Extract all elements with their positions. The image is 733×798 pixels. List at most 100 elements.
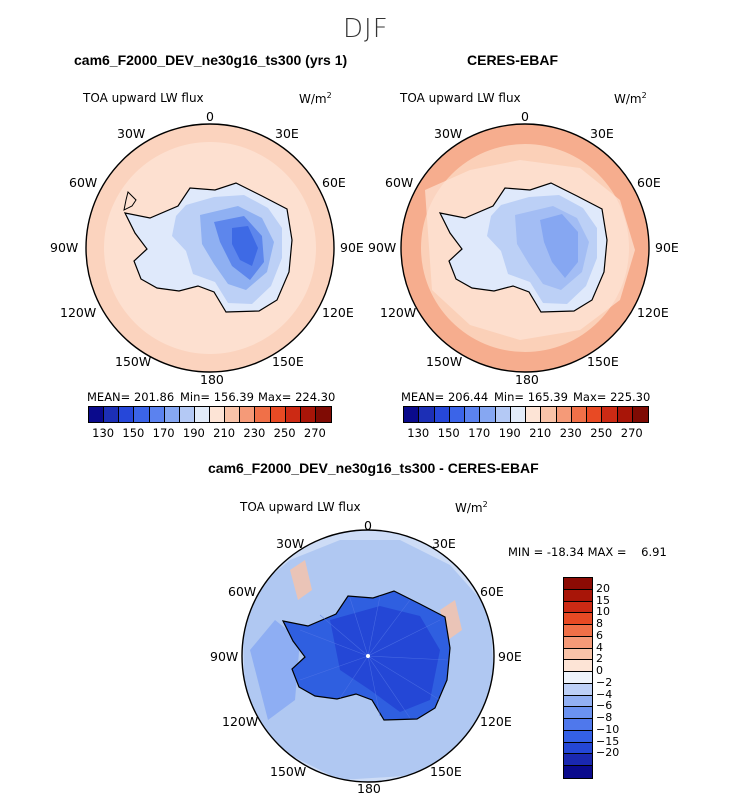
panel3-minmax: MIN = -18.34 MAX = 6.91 xyxy=(508,545,667,559)
colorbar-swatch xyxy=(564,613,592,625)
colorbar-swatch xyxy=(194,407,210,422)
panel1-lon-60e: 60E xyxy=(322,175,346,190)
colorbar-swatch xyxy=(495,407,511,422)
colorbar-swatch xyxy=(541,407,557,422)
panel1-lon-30w: 30W xyxy=(117,126,146,141)
panel2-max: Max= 225.30 xyxy=(573,390,651,404)
panel2-var-label: TOA upward LW flux xyxy=(400,91,521,105)
colorbar-tick-label: 2 xyxy=(596,652,603,666)
colorbar-tick-label: 190 xyxy=(498,426,521,440)
panel2-lon-90e: 90E xyxy=(655,240,679,255)
colorbar-swatch xyxy=(564,589,592,602)
colorbar-swatch xyxy=(587,407,603,422)
colorbar-tick-label: −15 xyxy=(596,734,620,748)
colorbar-swatch xyxy=(119,407,135,422)
colorbar-swatch xyxy=(434,407,450,422)
colorbar-tick-label: 130 xyxy=(407,426,430,440)
panel3-lon-150w: 150W xyxy=(270,764,307,779)
panel3-antarctica xyxy=(281,590,451,721)
colorbar-swatch xyxy=(404,407,420,422)
colorbar-swatch xyxy=(564,695,592,708)
colorbar-swatch xyxy=(255,407,271,422)
colorbar-swatch xyxy=(564,766,592,778)
panel3-ocean xyxy=(242,530,494,782)
colorbar-swatch xyxy=(449,407,465,422)
colorbar-swatch xyxy=(240,407,256,422)
panel1-lon-90e: 90E xyxy=(340,240,364,255)
panel1-ocean xyxy=(86,124,334,372)
colorbar-tick-label: 170 xyxy=(152,426,175,440)
panel3-lon-60w: 60W xyxy=(228,584,257,599)
colorbar-tick-label: 210 xyxy=(529,426,552,440)
panel3-colorbar xyxy=(563,577,593,779)
panel1-mean: MEAN= 201.86 xyxy=(87,390,175,404)
colorbar-tick-label: 250 xyxy=(590,426,613,440)
panel2-min: Min= 165.39 xyxy=(494,390,568,404)
panel3-lon-120w: 120W xyxy=(222,714,259,729)
colorbar-tick-label: 230 xyxy=(559,426,582,440)
colorbar-tick-label: 210 xyxy=(213,426,236,440)
figure-title: DJF xyxy=(343,14,389,44)
panel2-rim xyxy=(401,124,649,372)
panel2-lon-30w: 30W xyxy=(434,126,463,141)
panel2-lon-120e: 120E xyxy=(637,305,669,320)
colorbar-swatch xyxy=(564,636,592,649)
colorbar-swatch xyxy=(285,407,301,422)
colorbar-swatch xyxy=(564,601,592,614)
colorbar-swatch xyxy=(617,407,633,422)
colorbar-tick-label: 170 xyxy=(468,426,491,440)
panel3-lon-30e: 30E xyxy=(432,536,456,551)
panel3-lon-60e: 60E xyxy=(480,584,504,599)
panel1-title: cam6_F2000_DEV_ne30g16_ts300 (yrs 1) xyxy=(74,52,348,68)
colorbar-tick-label: 15 xyxy=(596,593,610,607)
colorbar-swatch xyxy=(270,407,286,422)
panel2-lon-0: 0 xyxy=(521,109,529,124)
panel1-lon-30e: 30E xyxy=(275,126,299,141)
colorbar-swatch xyxy=(564,730,592,743)
colorbar-swatch xyxy=(465,407,481,422)
panel1-lon-120w: 120W xyxy=(60,305,97,320)
colorbar-swatch xyxy=(564,742,592,755)
panel2-lon-150w: 150W xyxy=(426,354,463,369)
colorbar-tick-label: 270 xyxy=(620,426,643,440)
panel2-lon-60w: 60W xyxy=(385,175,414,190)
colorbar-swatch xyxy=(564,578,592,590)
colorbar-tick-label: 150 xyxy=(437,426,460,440)
colorbar-swatch xyxy=(564,660,592,672)
colorbar-swatch xyxy=(556,407,572,422)
colorbar-tick-label: 10 xyxy=(596,605,610,619)
panel1-var-label: TOA upward LW flux xyxy=(83,91,204,105)
panel2-lon-90w: 90W xyxy=(368,240,397,255)
colorbar-tick-label: −2 xyxy=(596,675,613,689)
colorbar-swatch xyxy=(149,407,165,422)
panel3-lon-90e: 90E xyxy=(498,649,522,664)
colorbar-tick-label: 8 xyxy=(596,617,603,631)
colorbar-tick-label: 0 xyxy=(596,664,603,678)
colorbar-swatch xyxy=(564,754,592,766)
panel2-mean: MEAN= 206.44 xyxy=(401,390,489,404)
colorbar-swatch xyxy=(564,683,592,696)
panel3-lon-180: 180 xyxy=(357,781,381,796)
colorbar-swatch xyxy=(480,407,496,422)
colorbar-tick-label: 250 xyxy=(273,426,296,440)
colorbar-swatch xyxy=(602,407,618,422)
panel2-colorbar xyxy=(403,406,649,423)
panel3-lon-120e: 120E xyxy=(480,714,512,729)
colorbar-swatch xyxy=(104,407,120,422)
panel2-lon-150e: 150E xyxy=(587,354,619,369)
panel1-lon-90w: 90W xyxy=(50,240,79,255)
colorbar-tick-label: −4 xyxy=(596,687,613,701)
colorbar-tick-label: 20 xyxy=(596,581,610,595)
colorbar-tick-label: 270 xyxy=(303,426,326,440)
panel2-lon-120w: 120W xyxy=(380,305,417,320)
colorbar-swatch xyxy=(225,407,241,422)
colorbar-swatch xyxy=(134,407,150,422)
panel1-lon-120e: 120E xyxy=(322,305,354,320)
colorbar-tick-label: −8 xyxy=(596,711,613,725)
panel1-min: Min= 156.39 xyxy=(180,390,254,404)
panel3-lon-30w: 30W xyxy=(276,536,305,551)
colorbar-swatch xyxy=(300,407,316,422)
colorbar-swatch xyxy=(564,707,592,719)
colorbar-swatch xyxy=(564,672,592,684)
panel1-lon-60w: 60W xyxy=(69,175,98,190)
